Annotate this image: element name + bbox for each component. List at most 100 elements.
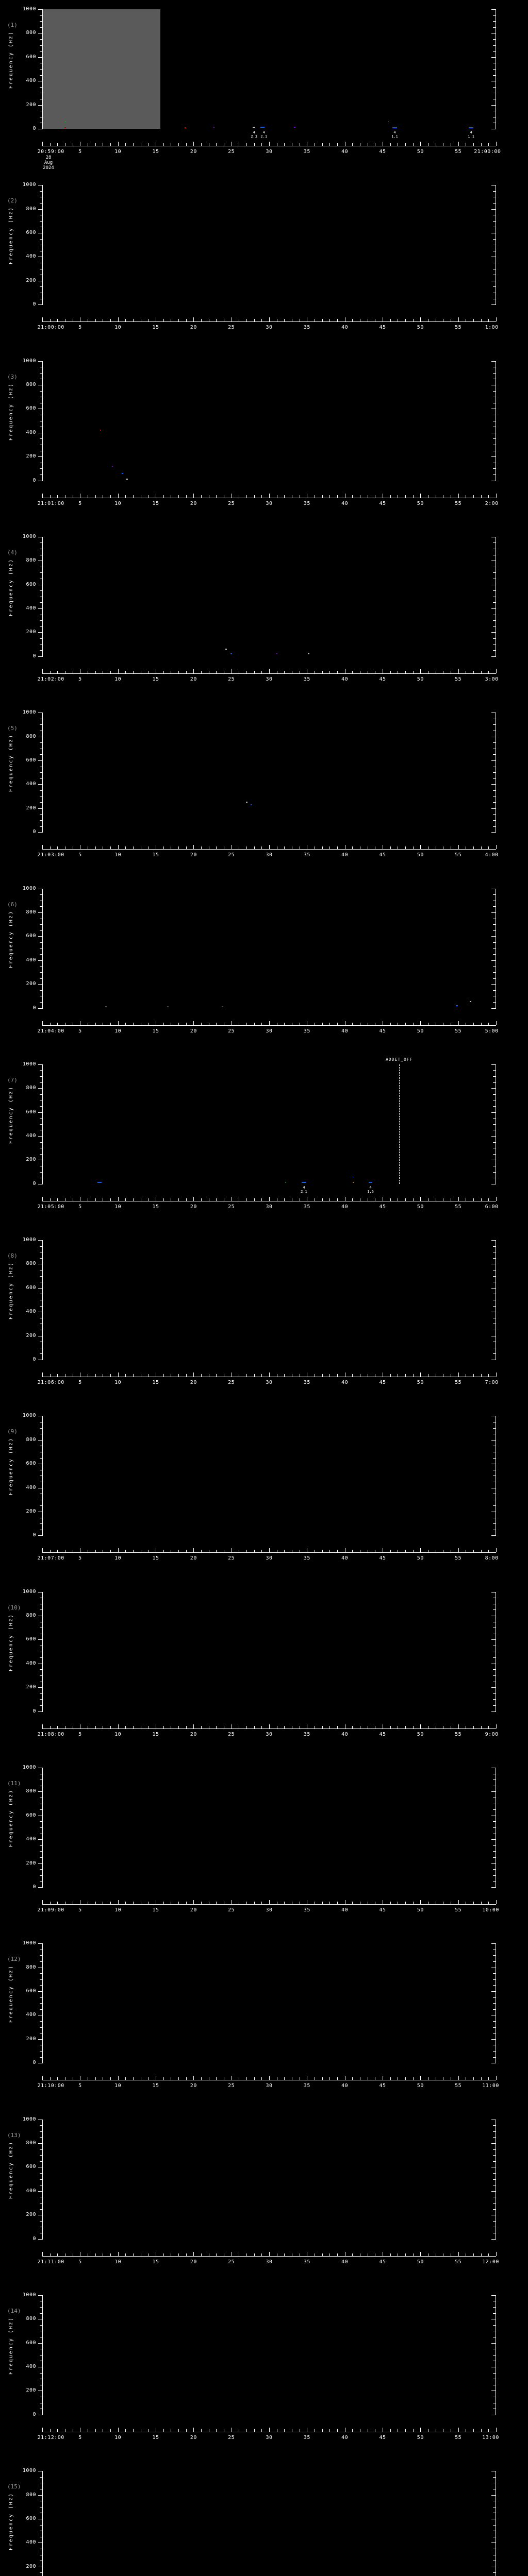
y-axis-tick xyxy=(491,1863,496,1864)
x-axis-tick-label: 15 xyxy=(152,852,159,858)
x-axis-tick-label: 50 xyxy=(417,500,424,506)
x-axis-tick xyxy=(337,495,338,498)
panel-number: (12) xyxy=(7,1956,21,1963)
spectrogram-panel: (13) Frequency (Hz) 0 200 400 600 800 1000 21:11… xyxy=(0,2110,528,2286)
plot-area xyxy=(38,1591,496,1712)
x-axis-tick-label: 50 xyxy=(417,2259,424,2265)
x-axis-tick-label: 5 xyxy=(78,325,82,331)
x-axis-tick xyxy=(337,2429,338,2432)
x-axis-tick xyxy=(125,143,126,146)
x-axis-tick-label: 50 xyxy=(417,325,424,331)
y-axis-tick xyxy=(40,2021,43,2022)
y-axis-tick xyxy=(40,474,43,475)
x-axis-tick xyxy=(186,2077,187,2080)
x-axis-tick-label: 30 xyxy=(266,149,273,155)
y-axis-tick xyxy=(38,656,43,657)
x-axis-tick xyxy=(201,670,202,673)
plot-area xyxy=(38,1240,496,1361)
y-axis-tick xyxy=(38,2343,43,2344)
x-axis-tick xyxy=(110,1550,111,1553)
y-axis-tick xyxy=(40,15,43,16)
x-axis-tick-label: 15 xyxy=(152,1204,159,1210)
detection-mark xyxy=(126,479,128,480)
y-axis-tick-label: 0 xyxy=(32,1357,36,1363)
x-axis-end-label: 4:00 xyxy=(485,852,499,858)
x-axis-tick xyxy=(118,1548,119,1553)
x-axis-tick xyxy=(458,845,459,850)
y-axis-tick xyxy=(40,1142,43,1143)
y-axis-tick xyxy=(493,1979,496,1980)
x-axis-tick xyxy=(110,1902,111,1904)
x-axis-tick xyxy=(246,143,247,146)
y-axis-tick xyxy=(40,1306,43,1307)
x-axis-tick-label: 55 xyxy=(455,1380,462,1386)
x-axis-tick xyxy=(50,495,51,498)
y-axis-tick xyxy=(40,930,43,931)
x-axis-tick xyxy=(42,2076,43,2080)
x-axis-start-label: 21:11:00 xyxy=(37,2259,64,2265)
x-axis-tick-label: 5 xyxy=(78,676,82,682)
x-axis-tick xyxy=(352,2429,353,2432)
detection-value-label: 1.6 xyxy=(367,1189,374,1194)
x-axis-tick xyxy=(261,1374,262,1377)
x-axis-tick xyxy=(352,143,353,146)
y-axis-tick xyxy=(493,1851,496,1852)
x-axis-tick-label: 35 xyxy=(303,1731,310,1737)
y-axis-tick xyxy=(491,1136,496,1137)
x-axis-tick-label: 20 xyxy=(190,1555,197,1562)
x-axis-tick xyxy=(50,2253,51,2256)
detection-mark xyxy=(184,127,186,128)
y-axis-tick xyxy=(40,1154,43,1155)
y-axis-tick xyxy=(493,1070,496,1071)
x-axis-tick-label: 45 xyxy=(379,1204,386,1210)
x-axis-tick xyxy=(412,1550,414,1553)
x-axis-tick-label: 40 xyxy=(341,1380,349,1386)
x-axis-tick xyxy=(488,2253,489,2256)
detection-mark xyxy=(392,127,397,128)
spectrogram-panel: (15)Frequency (Hz)0200400600800100021:13… xyxy=(0,2462,528,2576)
x-axis-tick-label: 40 xyxy=(341,2083,349,2089)
y-axis-tick xyxy=(38,2295,43,2296)
y-axis-tick xyxy=(493,2149,496,2150)
y-axis-tick xyxy=(40,286,43,287)
y-axis-tick-label: 600 xyxy=(26,1988,36,1994)
x-axis-date-label: Aug xyxy=(44,160,53,165)
x-axis-end-label: 11:00 xyxy=(482,2083,499,2089)
y-axis-tick xyxy=(38,1287,43,1289)
x-axis-tick xyxy=(163,846,164,850)
x-axis-tick xyxy=(261,319,262,322)
x-axis-tick xyxy=(458,2076,459,2080)
x-axis-line xyxy=(42,1724,497,1729)
x-axis-tick-label: 50 xyxy=(417,1204,424,1210)
x-axis-tick xyxy=(163,1022,164,1025)
no-data-region xyxy=(42,9,160,129)
y-axis-tick xyxy=(40,2009,43,2010)
y-axis-tick xyxy=(493,191,496,192)
x-axis-tick xyxy=(110,2077,111,2080)
y-axis-tick xyxy=(38,9,43,10)
y-axis-tick-label: 0 xyxy=(32,1532,36,1538)
y-axis-tick xyxy=(491,2191,496,2192)
y-axis-tick-label: 400 xyxy=(26,78,36,84)
y-axis-tick xyxy=(493,626,496,627)
y-axis-tick xyxy=(40,2325,43,2326)
x-axis-tick xyxy=(50,1725,51,1728)
y-axis-tick xyxy=(40,894,43,895)
x-axis-tick xyxy=(201,846,202,850)
y-axis-tick xyxy=(38,760,43,761)
y-axis-tick xyxy=(38,2239,43,2240)
y-axis-tick xyxy=(40,2173,43,2174)
y-axis-tick xyxy=(40,27,43,28)
x-axis-end-label: 10:00 xyxy=(482,1907,499,1913)
x-axis-tick xyxy=(95,2253,96,2256)
x-axis-tick xyxy=(352,1198,353,1201)
y-axis-tick-label: 0 xyxy=(32,653,36,659)
y-axis-tick xyxy=(40,1523,43,1524)
y-axis-tick xyxy=(40,990,43,991)
x-axis-tick xyxy=(458,1372,459,1377)
x-axis-tick-label: 30 xyxy=(266,676,273,682)
x-axis-tick-label: 50 xyxy=(417,2083,424,2089)
y-axis-tick xyxy=(40,203,43,204)
x-axis-tick xyxy=(481,1902,482,1904)
y-axis-tick xyxy=(40,742,43,743)
